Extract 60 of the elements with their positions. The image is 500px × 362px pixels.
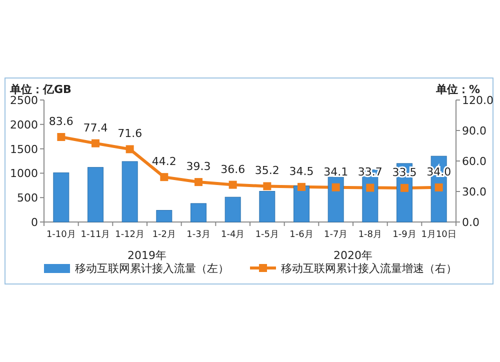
legend: 移动互联网累计接入流量（左） bbox=[44, 262, 229, 275]
y-tick-label: 500 bbox=[17, 192, 38, 205]
data-label: 83.6 bbox=[48, 115, 74, 128]
data-label: 77.4 bbox=[83, 121, 108, 134]
bar bbox=[53, 172, 70, 222]
point bbox=[332, 183, 340, 192]
data-label: 71.6 bbox=[118, 127, 142, 140]
bar bbox=[190, 203, 206, 222]
point bbox=[400, 184, 408, 192]
y2-axis-title: 单位：% bbox=[434, 83, 480, 96]
y2-tick-label: 120.0 bbox=[462, 94, 494, 107]
y-tick-label: 1000 bbox=[10, 167, 38, 180]
x-tick-label: 1-2月 bbox=[152, 230, 176, 240]
text: 2019年 bbox=[128, 249, 166, 262]
x-tick-label: 1月10日 bbox=[421, 230, 456, 240]
point bbox=[92, 139, 100, 148]
y-tick-label: 1500 bbox=[10, 142, 38, 156]
point bbox=[194, 178, 202, 186]
data-label: 36.6 bbox=[220, 162, 246, 176]
point bbox=[160, 173, 168, 182]
y-tick-label: 2500 bbox=[10, 94, 38, 107]
y-axis-title: 单位：亿GB bbox=[9, 83, 72, 96]
x-tick-label: 1-8月 bbox=[358, 230, 382, 240]
legend-label: 移动互联网累计接入流量（左） bbox=[75, 262, 229, 275]
x-tick-label: 1-9月 bbox=[392, 230, 416, 240]
point bbox=[298, 182, 306, 191]
bar bbox=[294, 186, 310, 222]
point bbox=[126, 145, 134, 154]
x-tick-label: 1-3月 bbox=[186, 230, 210, 240]
bar bbox=[156, 210, 172, 222]
data-label: 35.2 bbox=[254, 164, 280, 178]
y-tick-label: 2000 bbox=[10, 118, 38, 132]
x-tick-label: 1-10月 bbox=[46, 230, 76, 240]
bar bbox=[328, 176, 344, 222]
data-label: 34.5 bbox=[289, 164, 314, 178]
bar bbox=[224, 196, 241, 222]
x-tick-label: 1-12月 bbox=[115, 230, 145, 240]
x-tick-label: 1-11月 bbox=[80, 230, 110, 240]
y2-tick-label: 90.0 bbox=[462, 124, 486, 138]
bar bbox=[122, 161, 138, 222]
data-label: 39.3 bbox=[186, 160, 211, 174]
bar bbox=[259, 191, 276, 222]
data-label: 44.2 bbox=[152, 155, 176, 168]
point bbox=[228, 180, 237, 189]
x-tick-label: 1-6月 bbox=[290, 230, 314, 240]
y2-tick-label: 60.0 bbox=[462, 155, 486, 168]
point bbox=[366, 184, 374, 192]
point bbox=[57, 133, 66, 142]
text: 2020年 bbox=[334, 249, 372, 262]
x-tick-label: 1-4月 bbox=[220, 230, 245, 240]
x-tick-label: 1-7月 bbox=[324, 230, 348, 240]
data-label: 34.1 bbox=[324, 165, 348, 178]
point bbox=[434, 183, 443, 192]
point bbox=[263, 182, 272, 190]
x-tick-label: 1-5月 bbox=[255, 230, 280, 240]
y2-tick-label: 30.0 bbox=[462, 186, 486, 198]
legend: 移动互联网累计接入流量增速（右） bbox=[250, 262, 457, 275]
bar bbox=[88, 167, 104, 222]
y2-tick-label: 0.0 bbox=[462, 216, 480, 229]
y-tick-label: 0 bbox=[31, 216, 38, 229]
